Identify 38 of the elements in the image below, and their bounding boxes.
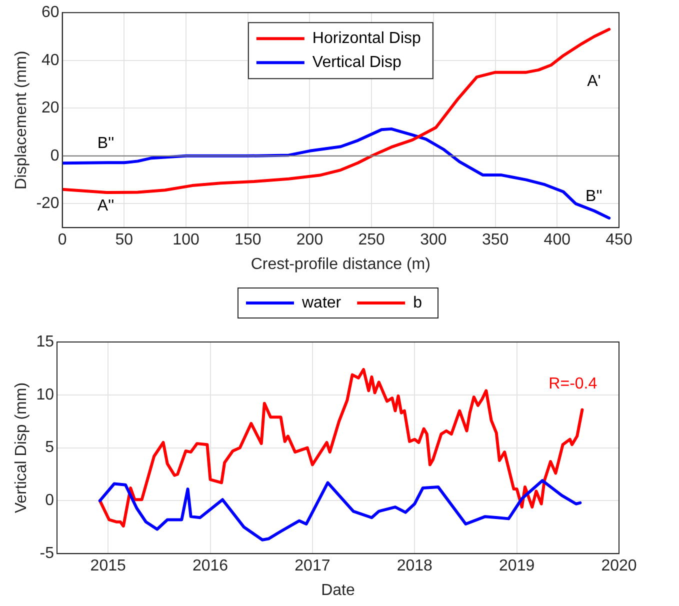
y-tick-label: -5 (40, 545, 54, 562)
legend-label: water (300, 294, 342, 312)
y-axis-title: Displacement (mm) (13, 50, 30, 190)
annotation: B'' (586, 188, 602, 205)
y-tick-label: 20 (42, 100, 60, 117)
x-tick-label: 2019 (499, 558, 535, 575)
legend-label: Vertical Disp (312, 54, 402, 72)
y-tick-label: 5 (45, 439, 54, 456)
x-tick-label: 50 (115, 232, 134, 249)
x-tick-label: 350 (482, 232, 509, 249)
x-tick-label: 400 (544, 232, 571, 249)
x-tick-label: 300 (420, 232, 447, 249)
x-tick-label: 150 (234, 232, 262, 249)
x-tick-label: 2020 (601, 558, 637, 575)
y-tick-label: 0 (50, 147, 60, 164)
x-tick-label: 250 (358, 232, 386, 249)
annotation: A' (587, 72, 601, 90)
legend-label: Horizontal Disp (312, 30, 422, 48)
y-tick-label: 0 (45, 492, 54, 510)
x-axis-title: Date (321, 582, 355, 599)
y-tick-label: 10 (36, 386, 54, 404)
y-tick-label: 15 (36, 333, 54, 350)
x-tick-label: 2017 (294, 558, 330, 575)
x-tick-label: 2016 (192, 558, 228, 575)
x-tick-label: 2015 (90, 558, 126, 575)
y-axis-title: Vertical Disp (mm) (13, 382, 30, 514)
y-tick-label: -20 (36, 195, 60, 212)
y-tick-label: 40 (42, 52, 60, 69)
annotation: A'' (97, 198, 114, 215)
x-tick-label: 450 (606, 232, 632, 249)
x-tick-label: 100 (172, 232, 200, 249)
y-tick-label: 60 (42, 4, 60, 22)
legend-label: b (413, 294, 422, 312)
annotation: B'' (97, 135, 114, 152)
annotation: R=-0.4 (548, 376, 598, 393)
x-tick-label: 2018 (396, 558, 433, 575)
x-tick-label: 200 (296, 232, 324, 249)
x-axis-title: Crest-profile distance (m) (250, 256, 430, 273)
